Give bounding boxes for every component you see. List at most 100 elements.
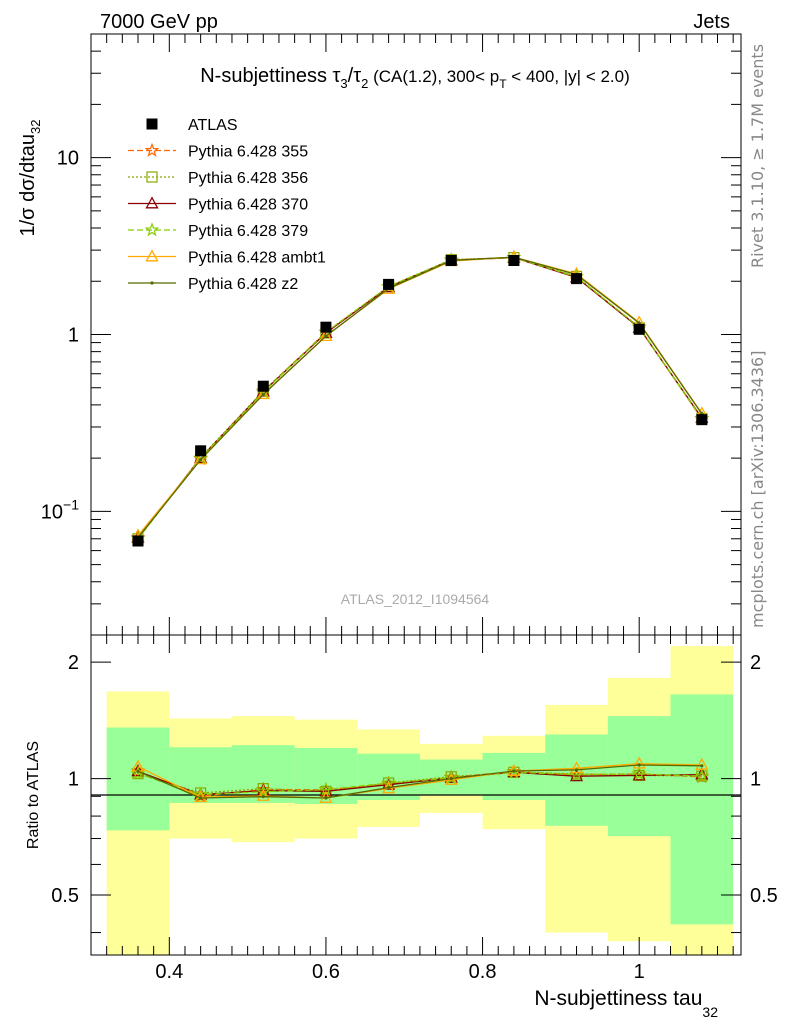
ratio-marker <box>136 769 140 773</box>
title-tau3-subscript: 3 <box>340 76 347 91</box>
main-y-tick-label: 1 <box>68 325 79 347</box>
mc-marker <box>199 458 203 462</box>
collision-label: 7000 GeV pp <box>100 11 218 33</box>
ratio-marker <box>199 796 203 800</box>
ratio-y-axis-label: Ratio to ATLAS <box>25 741 42 849</box>
mc-curve-0 <box>137 256 703 539</box>
ratio-y-tick-label-left: 1 <box>68 769 79 791</box>
analysis-id-watermark: ATLAS_2012_I1094564 <box>341 591 490 607</box>
ratio-x-ticks: 0.4 0.6 0.8 1 <box>106 635 734 983</box>
legend-label: Pythia 6.428 370 <box>188 197 308 214</box>
mc-curve-3 <box>137 256 703 540</box>
legend-marker <box>145 249 159 262</box>
legend-label: Pythia 6.428 355 <box>188 144 308 161</box>
title-cuts-text: (CA(1.2), 300< p <box>368 67 499 86</box>
ratio-y-ticks: 0.5 0.5 1 1 2 2 <box>51 652 778 934</box>
atlas-data-point <box>195 445 207 457</box>
ratio-y-tick-label-right: 2 <box>750 652 761 674</box>
ratio-marker <box>694 768 710 783</box>
legend-marker <box>145 196 159 209</box>
x-axis-label-subscript: 32 <box>702 1004 718 1020</box>
title-tau2-subscript: 2 <box>361 76 368 91</box>
ratio-marker <box>574 768 579 772</box>
ratio-y-tick-label-right: 0.5 <box>750 885 778 907</box>
rivet-version-label: Rivet 3.1.10, ≥ 1.7M events <box>748 44 767 268</box>
ratio-uncertainty-bands <box>106 646 734 955</box>
legend-label: Pythia 6.428 379 <box>188 223 308 240</box>
mc-marker <box>319 328 333 342</box>
ratio-marker <box>631 766 647 781</box>
title-tau2-text: /τ <box>348 65 362 87</box>
ratio-curve-1 <box>137 771 702 794</box>
atlas-data-point <box>571 273 583 285</box>
x-tick-label: 0.6 <box>312 961 340 983</box>
legend-atlas-marker <box>146 118 158 130</box>
x-tick-label: 0.4 <box>155 961 183 983</box>
plot-title: N-subjettiness τ3/τ2 (CA(1.2), 300< pT <… <box>200 65 630 91</box>
ratio-plot-panel: 0.5 0.5 1 1 2 2 0.4 0.6 0.8 1 Ratio to ATLAS N-s… <box>25 634 778 1020</box>
ratio-y-tick-label-left: 0.5 <box>51 885 79 907</box>
ratio-x-axis-label: N-subjettiness tau32 <box>534 987 718 1020</box>
main-y-axis-label-subscript: 32 <box>28 120 43 134</box>
legend-marker <box>144 142 160 157</box>
ratio-y-tick-label-left: 2 <box>68 652 79 674</box>
mc-curve-4 <box>137 256 703 536</box>
ratio-marker <box>256 788 270 801</box>
ratio-curve-2 <box>137 770 702 796</box>
mc-marker <box>324 334 328 338</box>
legend-label: Pythia 6.428 z2 <box>188 276 298 293</box>
ratio-marker <box>700 764 704 768</box>
atlas-data-point <box>132 535 144 547</box>
legend-label: Pythia 6.428 356 <box>188 170 308 187</box>
legend-marker <box>144 222 160 237</box>
mc-curve-1 <box>137 256 703 540</box>
ratio-marker <box>632 756 646 769</box>
mcplots-source-label: mcplots.cern.ch [arXiv:1306.3436] <box>748 351 767 628</box>
ratio-marker <box>261 795 265 799</box>
ratio-y-tick-label-right: 1 <box>750 769 761 791</box>
atlas-data-point <box>320 321 332 333</box>
ratio-marker <box>695 757 709 770</box>
atlas-data-point <box>696 414 708 426</box>
process-label: Jets <box>693 11 730 33</box>
x-axis-label-text: N-subjettiness tau <box>534 987 702 1010</box>
ratio-marker <box>569 761 584 774</box>
main-x-ticks <box>106 34 734 635</box>
ratio-marker <box>130 765 146 780</box>
atlas-data-point <box>508 255 520 267</box>
ratio-inner-band <box>670 694 734 925</box>
atlas-data-points <box>132 255 708 547</box>
mc-marker <box>194 452 208 465</box>
legend-marker <box>146 171 158 183</box>
main-y-tick-label: 10−1 <box>41 496 79 523</box>
atlas-data-point <box>257 380 269 392</box>
legend-label: Pythia 6.428 ambt1 <box>188 250 326 267</box>
tick-base: 10 <box>41 501 63 523</box>
ratio-marker <box>381 775 396 790</box>
atlas-data-point <box>445 255 457 267</box>
ratio-marker <box>386 785 391 790</box>
ratio-curve-5 <box>137 764 702 799</box>
ratio-curve-4 <box>137 762 702 799</box>
legend: ATLAS Pythia 6.428 355 Pythia 6.428 356 Pyt… <box>128 117 326 293</box>
x-tick-label: 1 <box>634 961 645 983</box>
mc-marker <box>256 387 270 400</box>
mc-marker <box>261 392 265 397</box>
main-y-tick-label: 10 <box>57 148 79 170</box>
ratio-curves <box>130 756 710 803</box>
main-y-axis-label-text: 1/σ dσ/dtau <box>17 134 39 237</box>
mc-curves <box>130 249 710 545</box>
main-y-axis-label: 1/σ dσ/dtau32 <box>17 120 43 237</box>
ratio-marker <box>324 796 328 800</box>
ratio-marker <box>255 783 271 798</box>
legend-label: ATLAS <box>188 117 238 134</box>
mc-curve-2 <box>137 256 703 539</box>
title-cuts-text-2: < 400, |y| < 2.0) <box>507 67 630 86</box>
ratio-marker <box>512 769 516 773</box>
ratio-marker <box>637 763 641 767</box>
mc-curve-5 <box>137 256 703 539</box>
tick-exponent: −1 <box>63 496 79 512</box>
atlas-data-point <box>383 278 395 290</box>
